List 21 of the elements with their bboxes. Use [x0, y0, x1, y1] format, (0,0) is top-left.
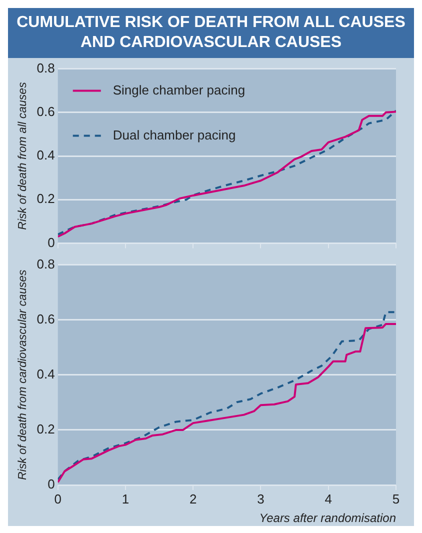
y-tick-label: 0 — [48, 234, 55, 250]
x-tick-label: 3 — [257, 491, 264, 506]
y-tick-label: 0.6 — [36, 104, 55, 119]
chart-title: CUMULATIVE RISK OF DEATH FROM ALL CAUSES AND CARDIOVASCULAR CAUSES — [8, 8, 414, 58]
y-tick-label: 0 — [48, 476, 55, 492]
y-tick-label: 0.4 — [36, 366, 55, 382]
x-tick-label: 2 — [190, 491, 197, 506]
x-tick-label: 4 — [324, 491, 332, 506]
y-tick-label: 0.2 — [36, 422, 55, 437]
y-tick-label: 0.8 — [36, 256, 55, 272]
y-tick-label: 0.2 — [36, 191, 55, 206]
x-tick-label: 1 — [122, 491, 130, 506]
legend-label: Single chamber pacing — [112, 82, 246, 98]
x-tick-label: 5 — [392, 491, 400, 506]
x-axis-title: Years after randomisation — [259, 511, 396, 526]
y-axis-title: Risk of death from all causes — [17, 82, 30, 230]
legend-label: Dual chamber pacing — [112, 127, 236, 142]
y-tick-label: 0.4 — [36, 148, 55, 163]
y-axis-title: Risk of death from cardiovascular causes — [17, 270, 30, 480]
y-tick-label: 0.6 — [36, 311, 55, 326]
y-tick-label: 0.8 — [36, 60, 55, 76]
